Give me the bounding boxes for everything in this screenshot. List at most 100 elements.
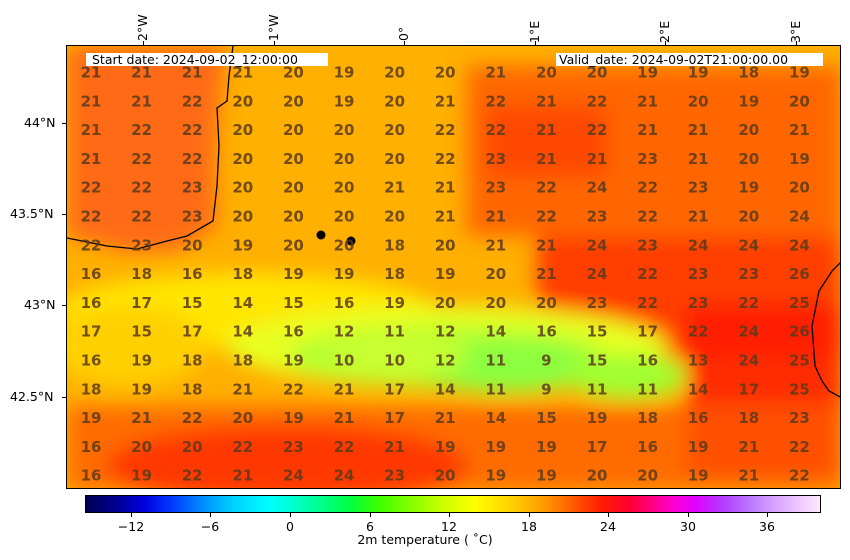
temperature-value: 19 xyxy=(738,179,759,197)
temperature-value: 21 xyxy=(688,121,709,139)
temperature-value: 21 xyxy=(738,438,759,456)
temperature-value: 19 xyxy=(81,409,102,427)
temperature-value: 22 xyxy=(789,467,810,485)
temperature-value: 14 xyxy=(485,409,506,427)
temperature-value: 22 xyxy=(182,121,203,139)
temperature-value: 17 xyxy=(81,323,102,341)
temperature-value: 16 xyxy=(81,438,102,456)
temperature-value: 21 xyxy=(637,92,658,110)
temperature-value: 21 xyxy=(384,438,405,456)
temperature-value: 9 xyxy=(541,380,551,398)
lat-label-44n: 44°N xyxy=(24,115,56,130)
temperature-value: 10 xyxy=(384,352,405,370)
temperature-value: 16 xyxy=(182,265,203,283)
temperature-value: 15 xyxy=(587,323,608,341)
lon-label-0: 0° xyxy=(396,26,411,41)
temperature-value: 17 xyxy=(384,380,405,398)
temperature-value: 22 xyxy=(536,179,557,197)
temperature-value: 24 xyxy=(738,236,759,254)
colorbar-title: 2m temperature ( ˚C) xyxy=(357,532,493,547)
temperature-value: 22 xyxy=(81,236,102,254)
temperature-value: 20 xyxy=(232,92,253,110)
temperature-value: 21 xyxy=(485,64,506,82)
lon-tick xyxy=(404,41,405,45)
colorbar-tick xyxy=(131,513,132,517)
temperature-value: 19 xyxy=(435,265,456,283)
temperature-value: 22 xyxy=(688,323,709,341)
temperature-value: 20 xyxy=(334,121,355,139)
temperature-value: 17 xyxy=(131,294,152,312)
temperature-value: 24 xyxy=(789,236,810,254)
temperature-value: 19 xyxy=(536,438,557,456)
temperature-value: 24 xyxy=(587,236,608,254)
temperature-value: 23 xyxy=(688,265,709,283)
temperature-value: 19 xyxy=(131,352,152,370)
temperature-value: 19 xyxy=(587,409,608,427)
temperature-value: 20 xyxy=(384,92,405,110)
temperature-value: 22 xyxy=(789,438,810,456)
temperature-value: 24 xyxy=(738,352,759,370)
temperature-value: 20 xyxy=(536,64,557,82)
temperature-value: 22 xyxy=(81,208,102,226)
temperature-value: 20 xyxy=(283,236,304,254)
temperature-value: 21 xyxy=(384,179,405,197)
temperature-value: 26 xyxy=(789,323,810,341)
temperature-value: 20 xyxy=(536,294,557,312)
temperature-value: 22 xyxy=(485,121,506,139)
temperature-value: 26 xyxy=(789,265,810,283)
temperature-value: 21 xyxy=(435,409,456,427)
field-shading xyxy=(67,46,840,488)
temperature-value: 21 xyxy=(536,121,557,139)
temperature-value: 21 xyxy=(738,467,759,485)
temperature-value: 23 xyxy=(587,294,608,312)
temperature-value: 20 xyxy=(283,64,304,82)
temperature-value: 9 xyxy=(541,352,551,370)
coastline-east xyxy=(811,262,840,398)
map-area: 21 21 21 21 20 19 20 20 21 20 20 19 19 18 19 21 21 22 20 20… xyxy=(66,45,841,489)
colorbar-tick xyxy=(449,513,450,517)
temperature-value: 21 xyxy=(182,64,203,82)
temperature-value: 20 xyxy=(232,208,253,226)
temperature-value: 21 xyxy=(485,236,506,254)
colorbar-label: 30 xyxy=(680,519,696,534)
colorbar-label: 12 xyxy=(441,519,457,534)
lon-tick xyxy=(535,41,536,45)
temperature-value: 22 xyxy=(131,150,152,168)
temperature-value: 25 xyxy=(789,380,810,398)
temperature-value: 19 xyxy=(688,64,709,82)
temperature-value: 22 xyxy=(637,179,658,197)
temperature-value: 18 xyxy=(738,409,759,427)
temperature-value: 24 xyxy=(789,208,810,226)
temperature-value: 23 xyxy=(384,467,405,485)
temperature-value: 16 xyxy=(81,265,102,283)
temperature-value: 23 xyxy=(283,438,304,456)
temperature-value: 17 xyxy=(182,323,203,341)
colorbar-tick xyxy=(529,513,530,517)
temperature-value: 19 xyxy=(789,150,810,168)
temperature-value: 12 xyxy=(334,323,355,341)
temperature-value: 18 xyxy=(232,352,253,370)
temperature-value: 21 xyxy=(789,121,810,139)
temperature-value: 20 xyxy=(738,208,759,226)
temperature-value: 20 xyxy=(637,467,658,485)
colorbar-tick xyxy=(608,513,609,517)
temperature-value: 15 xyxy=(182,294,203,312)
temperature-value: 16 xyxy=(637,352,658,370)
temperature-value: 21 xyxy=(435,208,456,226)
temperature-value: 22 xyxy=(738,294,759,312)
temperature-map: 21 21 21 21 20 19 20 20 21 20 20 19 19 18 19 21 21 22 20 20… xyxy=(67,46,840,488)
temperature-value: 20 xyxy=(738,150,759,168)
temperature-value: 20 xyxy=(334,179,355,197)
temperature-value: 17 xyxy=(738,380,759,398)
temperature-value: 24 xyxy=(283,467,304,485)
temperature-value: 22 xyxy=(182,409,203,427)
lon-label-1e: 1°E xyxy=(527,20,542,43)
temperature-value: 22 xyxy=(536,208,557,226)
temperature-value: 16 xyxy=(637,438,658,456)
temperature-value: 20 xyxy=(232,121,253,139)
colorbar-label: 24 xyxy=(600,519,616,534)
temperature-value: 23 xyxy=(587,208,608,226)
temperature-value: 20 xyxy=(384,121,405,139)
lat-tick xyxy=(62,123,66,124)
temperature-value: 21 xyxy=(536,265,557,283)
